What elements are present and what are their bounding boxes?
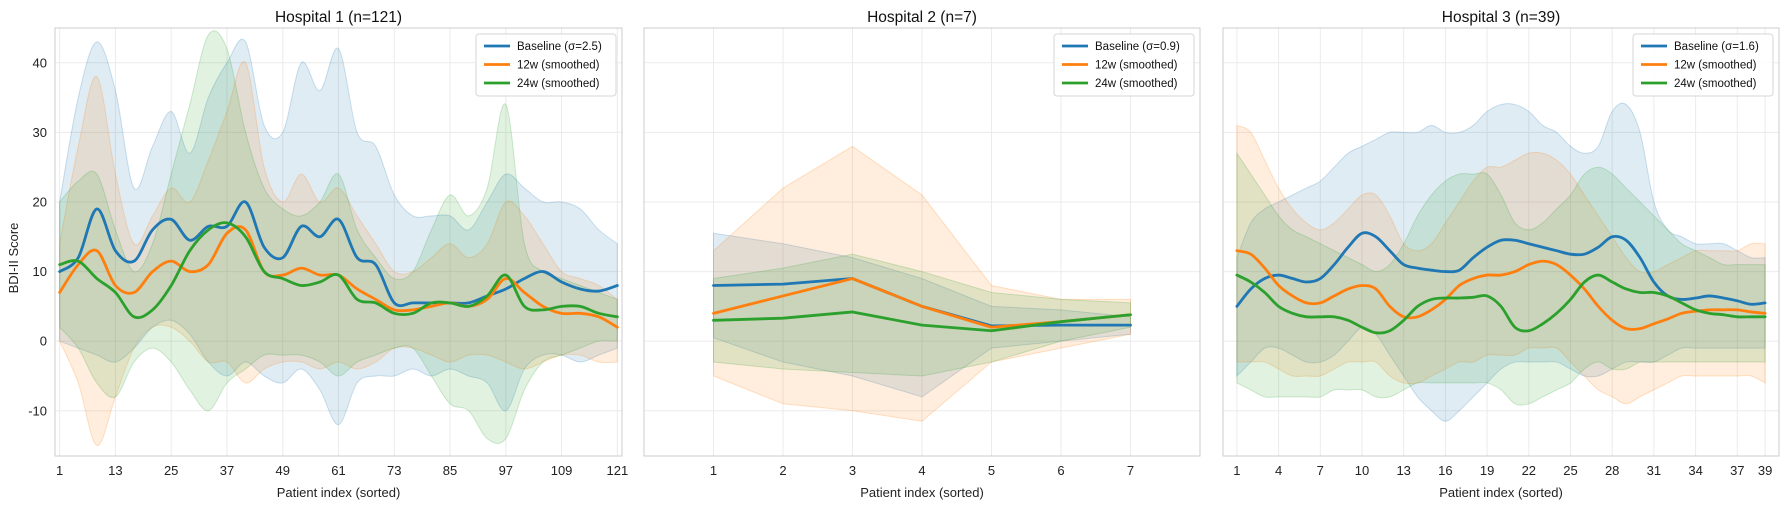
x-tick-label: 49 <box>275 463 289 478</box>
x-tick-label: 73 <box>387 463 401 478</box>
x-tick-label: 28 <box>1605 463 1619 478</box>
x-tick-label: 37 <box>1730 463 1744 478</box>
grid <box>55 28 622 456</box>
x-tick-label: 109 <box>551 463 573 478</box>
x-tick-label: 25 <box>1563 463 1577 478</box>
legend-label: Baseline (σ=0.9) <box>1095 41 1180 53</box>
chart-panel-3: 1 4 7 10 13 16 19 22 25 28 31 34 37 39 Hospital 3 (n=3… <box>1222 9 1780 500</box>
legend-label: 24w (smoothed) <box>1674 78 1757 90</box>
chart-panel-2: 1 2 3 4 5 6 7 Hospital 2 (n=7) Patient index (so… <box>643 9 1201 500</box>
y-tick-label: 30 <box>33 125 47 140</box>
x-tick-label: 16 <box>1438 463 1452 478</box>
x-tick-label: 34 <box>1688 463 1702 478</box>
y-tick-label: 40 <box>33 55 47 70</box>
legend-box <box>475 33 617 97</box>
legend-label: 24w (smoothed) <box>517 78 600 90</box>
chart-panel-1: 1 13 25 37 49 61 73 85 97 109 121 -10 0 10 20 30 40 Hospi… <box>28 9 628 500</box>
series-line-2 <box>1235 249 1767 331</box>
band-3 <box>713 253 1131 377</box>
x-tick-label: 1 <box>710 463 717 478</box>
series-line-3 <box>1235 273 1767 335</box>
y-axis-label: BDI-II Score <box>6 223 21 294</box>
x-tick-label: 3 <box>849 463 856 478</box>
legend-box <box>1053 33 1195 97</box>
x-tick-label: 4 <box>918 463 925 478</box>
band-3 <box>1236 151 1766 406</box>
plot-area <box>1235 102 1767 422</box>
x-axis-label: Patient index (sorted) <box>277 485 401 500</box>
plot-area <box>712 145 1132 422</box>
band-2 <box>1236 124 1766 405</box>
x-tick-label: 61 <box>331 463 345 478</box>
x-axis-label: Patient index (sorted) <box>1439 485 1563 500</box>
x-tick-label: 7 <box>1317 463 1324 478</box>
legend: Baseline (σ=0.9) 12w (smoothed) 24w (smoot… <box>1053 33 1195 97</box>
band-3 <box>59 30 618 444</box>
x-tick-label: 4 <box>1275 463 1282 478</box>
panel-title: Hospital 2 (n=7) <box>867 9 977 26</box>
x-tick-label: 22 <box>1522 463 1536 478</box>
plot-area <box>58 30 619 447</box>
x-tick-label: 121 <box>607 463 629 478</box>
x-tick-label: 6 <box>1057 463 1064 478</box>
legend-label: 24w (smoothed) <box>1095 78 1178 90</box>
y-tick-label: -10 <box>28 403 47 418</box>
x-tick-label: 7 <box>1127 463 1134 478</box>
x-tick-label: 1 <box>1233 463 1240 478</box>
series-line-1 <box>1235 231 1767 308</box>
x-tick-label: 10 <box>1355 463 1369 478</box>
legend-label: 12w (smoothed) <box>517 60 600 72</box>
series-line-3 <box>712 310 1132 333</box>
series-line-1 <box>58 200 619 308</box>
series-line-3 <box>58 221 619 320</box>
legend-label: Baseline (σ=1.6) <box>1674 41 1759 53</box>
legend-label: 12w (smoothed) <box>1095 60 1178 72</box>
y-tick-label: 10 <box>33 264 47 279</box>
legend-label: 12w (smoothed) <box>1674 60 1757 72</box>
x-tick-label: 13 <box>1396 463 1410 478</box>
y-tick-label: 0 <box>40 334 47 349</box>
x-tick-label: 13 <box>108 463 122 478</box>
panel-title: Hospital 1 (n=121) <box>275 9 402 26</box>
panel-title: Hospital 3 (n=39) <box>1442 9 1560 26</box>
x-tick-label: 5 <box>988 463 995 478</box>
x-tick-label: 85 <box>443 463 457 478</box>
legend-box <box>1632 33 1774 97</box>
band-2 <box>713 145 1131 422</box>
plot-frame <box>1222 27 1780 457</box>
x-tick-label: 97 <box>499 463 513 478</box>
x-axis-label: Patient index (sorted) <box>860 485 984 500</box>
legend-label: Baseline (σ=2.5) <box>517 41 602 53</box>
plot-frame <box>643 27 1201 457</box>
x-tick-label: 2 <box>779 463 786 478</box>
band-2 <box>59 60 618 447</box>
legend: Baseline (σ=1.6) 12w (smoothed) 24w (smoot… <box>1632 33 1774 97</box>
band-1 <box>713 232 1131 398</box>
x-tick-label: 39 <box>1758 463 1772 478</box>
x-tick-label: 37 <box>220 463 234 478</box>
y-tick-label: 20 <box>33 194 47 209</box>
x-tick-label: 19 <box>1480 463 1494 478</box>
plot-frame <box>54 27 623 457</box>
x-tick-label: 1 <box>56 463 63 478</box>
legend: Baseline (σ=2.5) 12w (smoothed) 24w (smoot… <box>475 33 617 97</box>
x-tick-label: 31 <box>1647 463 1661 478</box>
band-1 <box>59 38 618 426</box>
x-tick-label: 25 <box>164 463 178 478</box>
